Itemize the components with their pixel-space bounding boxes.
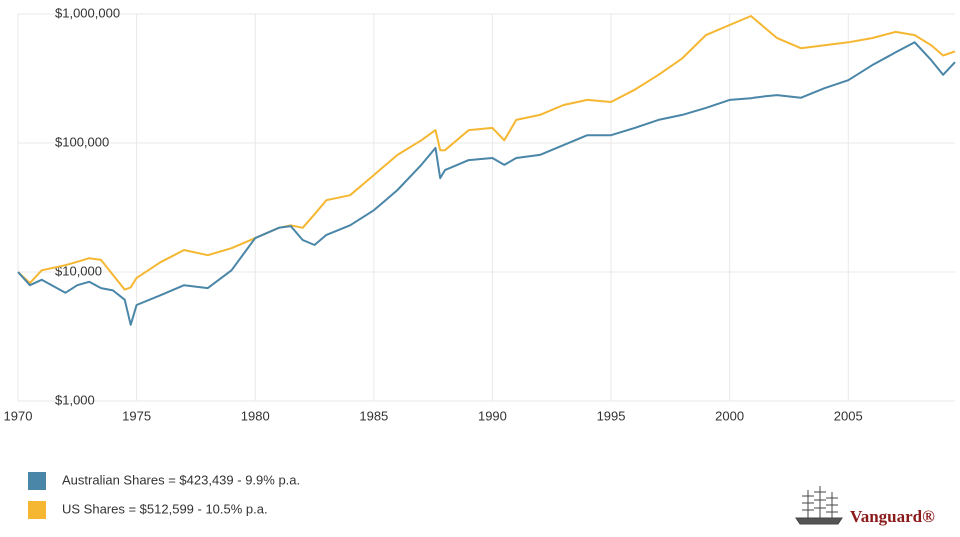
x-tick-label: 1985 [359, 408, 388, 423]
y-tick-label: $100,000 [55, 134, 109, 149]
series-line [17, 41, 956, 326]
x-tick-label: 1975 [122, 408, 151, 423]
legend-label: US Shares = $512,599 - 10.5% p.a. [62, 501, 268, 516]
plot: 1970 1975 1980 1985 1990 1995 2000 2005 $1,000 $1… [4, 5, 956, 519]
legend-swatch [28, 472, 46, 490]
y-tick-label: $10,000 [55, 263, 102, 278]
ship-icon [795, 486, 843, 525]
logo-text: Vanguard® [850, 507, 935, 526]
x-tick-label: 1980 [241, 408, 270, 423]
x-tick-label: 1970 [4, 408, 33, 423]
y-tick-label: $1,000 [55, 392, 95, 407]
y-tick-label: $1,000,000 [55, 5, 120, 20]
legend-swatch [28, 501, 46, 519]
x-tick-label: 1990 [478, 408, 507, 423]
x-tick-label: 1995 [597, 408, 626, 423]
legend-label: Australian Shares = $423,439 - 9.9% p.a. [62, 472, 300, 487]
series-line [17, 15, 956, 291]
x-tick-label: 2000 [715, 408, 744, 423]
x-tick-label: 2005 [834, 408, 863, 423]
